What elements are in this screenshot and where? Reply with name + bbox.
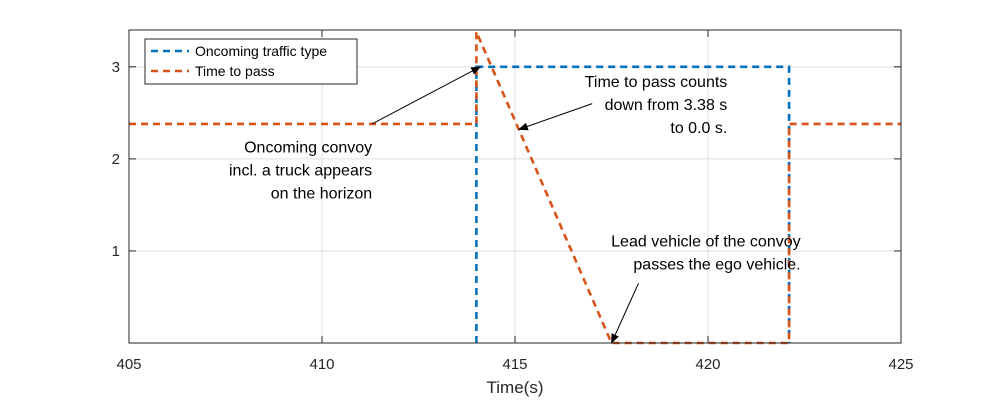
- x-tick-label: 405: [116, 356, 141, 373]
- ticks: 405 410 415 420 425 1 2 3: [112, 30, 914, 373]
- x-tick-label: 425: [888, 356, 913, 373]
- x-tick-label: 415: [502, 356, 527, 373]
- annotation-text-2: Time to pass counts down from 3.38 s to 0.…: [585, 74, 728, 137]
- y-tick-label: 3: [112, 59, 120, 76]
- x-tick-label: 420: [695, 356, 720, 373]
- legend-box: [144, 38, 358, 85]
- y-tick-label: 2: [112, 151, 120, 168]
- legend: Oncoming traffic type Time to pass: [144, 38, 358, 85]
- annotation-text-3: Lead vehicle of the convoy passes the ego…: [611, 233, 800, 273]
- annotation-arrow-3: [611, 282, 639, 344]
- y-tick-label: 1: [112, 243, 120, 260]
- legend-label-1: Oncoming traffic type: [195, 43, 327, 59]
- x-tick-label: 410: [309, 356, 334, 373]
- legend-label-2: Time to pass: [195, 63, 275, 79]
- annotation-arrow-2: [517, 103, 593, 131]
- series-line-1: [475, 65, 791, 343]
- series-layer: [129, 31, 901, 345]
- annotation-text-1: Oncoming convoy incl. a truck appears on t…: [229, 139, 372, 202]
- x-axis-label: Time(s): [487, 378, 544, 397]
- annotations: Oncoming convoy incl. a truck appears on t…: [229, 66, 801, 344]
- annotation-arrow-1: [371, 66, 482, 125]
